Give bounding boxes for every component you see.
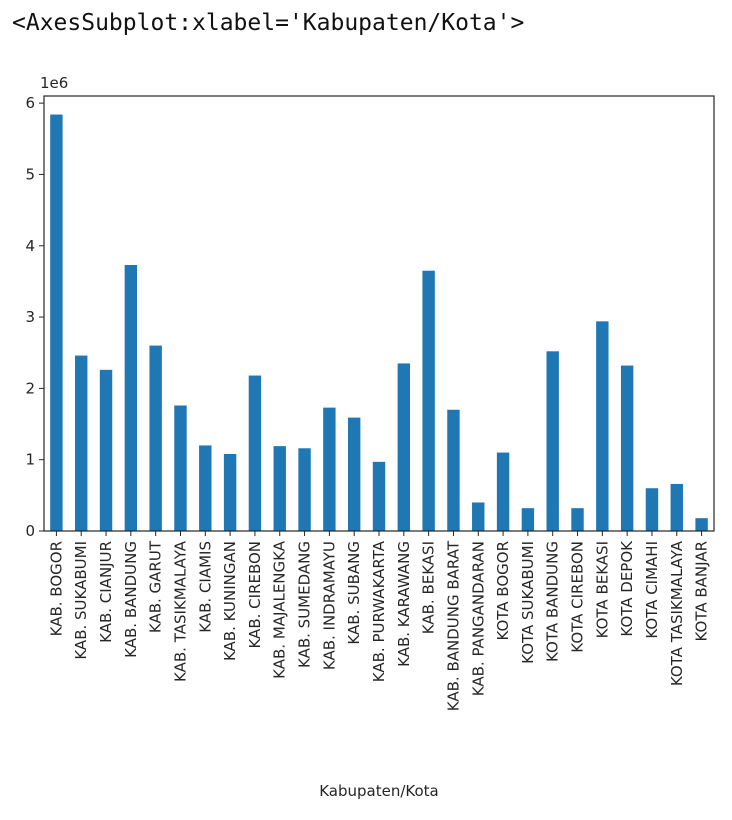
x-tick-label: KAB. BANDUNG BARAT <box>444 540 462 711</box>
bar-2 <box>99 369 113 531</box>
y-tick-label: 6 <box>25 94 35 112</box>
x-tick-label: KAB. CIANJUR <box>97 541 115 643</box>
bar-22 <box>596 321 609 531</box>
y-axis-offset-text: 1e6 <box>40 74 68 92</box>
bar-19 <box>521 508 535 531</box>
bar-25 <box>670 483 683 531</box>
x-tick-label: KOTA BEKASI <box>593 541 611 638</box>
x-tick-label: KAB. GARUT <box>147 540 165 633</box>
x-tick-label: KAB. MAJALENGKA <box>271 540 289 679</box>
x-tick-label: KAB. PURWAKARTA <box>370 540 388 682</box>
output-repr-text: <AxesSubplot:xlabel='Kabupaten/Kota'> <box>12 10 525 36</box>
bar-17 <box>472 502 485 531</box>
y-tick-label: 4 <box>25 237 35 255</box>
x-tick-label: KAB. CIREBON <box>246 541 264 649</box>
x-tick-label: KAB. SUKABUMI <box>72 541 90 660</box>
x-axis-ticks: KAB. BOGOR KAB. SUKABUMI KAB. CIANJUR KAB. … <box>47 531 711 711</box>
y-tick-label: 5 <box>25 165 35 183</box>
bar-20 <box>546 351 559 531</box>
bar-7 <box>223 453 237 531</box>
bar-10 <box>298 448 311 531</box>
x-tick-label: KAB. SUBANG <box>345 541 363 645</box>
x-tick-label: KAB. BEKASI <box>420 541 438 634</box>
x-tick-label: KAB. BOGOR <box>47 541 65 636</box>
x-tick-label: KAB. TASIKMALAYA <box>171 540 189 682</box>
x-tick-label: KOTA SUKABUMI <box>519 541 537 664</box>
y-tick-label: 1 <box>25 451 35 469</box>
y-tick-label: 3 <box>25 308 35 326</box>
bar-11 <box>323 407 336 531</box>
y-axis-ticks: 0 1 2 3 4 5 6 <box>25 94 44 540</box>
x-tick-label: KAB. PANGANDARAN <box>469 541 487 696</box>
x-tick-label: KOTA BOGOR <box>494 541 512 641</box>
bars-group <box>50 114 708 531</box>
bar-1 <box>75 355 88 531</box>
x-tick-label: KAB. SUMEDANG <box>296 541 314 668</box>
bar-13 <box>372 461 386 531</box>
bar-23 <box>620 365 634 531</box>
bar-8 <box>248 375 262 531</box>
bar-0 <box>50 114 63 531</box>
x-tick-label: KOTA DEPOK <box>618 540 636 637</box>
x-tick-label: KOTA CIMAHI <box>643 541 661 639</box>
bar-12 <box>347 417 361 531</box>
x-tick-label: KOTA CIREBON <box>569 541 587 653</box>
y-tick-label: 2 <box>25 379 35 397</box>
x-axis-label: Kabupaten/Kota <box>319 782 439 800</box>
bar-18 <box>496 452 510 531</box>
bar-4 <box>149 345 162 531</box>
x-tick-label: KAB. INDRAMAYU <box>320 541 338 670</box>
bar-9 <box>273 446 286 531</box>
bar-26 <box>695 518 708 531</box>
x-tick-label: KOTA BANDUNG <box>544 541 562 662</box>
bar-14 <box>397 363 411 531</box>
bar-5 <box>174 405 187 531</box>
y-tick-label: 0 <box>25 522 35 540</box>
x-tick-label: KAB. BANDUNG <box>122 541 140 658</box>
x-tick-label: KAB. KARAWANG <box>395 541 413 667</box>
bar-15 <box>422 270 435 531</box>
plot-frame <box>43 95 715 532</box>
bar-21 <box>571 508 584 531</box>
x-tick-label: KOTA TASIKMALAYA <box>668 540 686 686</box>
bar-6 <box>199 445 212 531</box>
bar-24 <box>645 488 659 531</box>
x-tick-label: KAB. KUNINGAN <box>221 541 239 661</box>
x-tick-label: KAB. CIAMIS <box>196 541 214 633</box>
x-tick-label: KOTA BANJAR <box>693 541 711 641</box>
bar-16 <box>447 409 460 531</box>
bar-3 <box>124 265 138 531</box>
